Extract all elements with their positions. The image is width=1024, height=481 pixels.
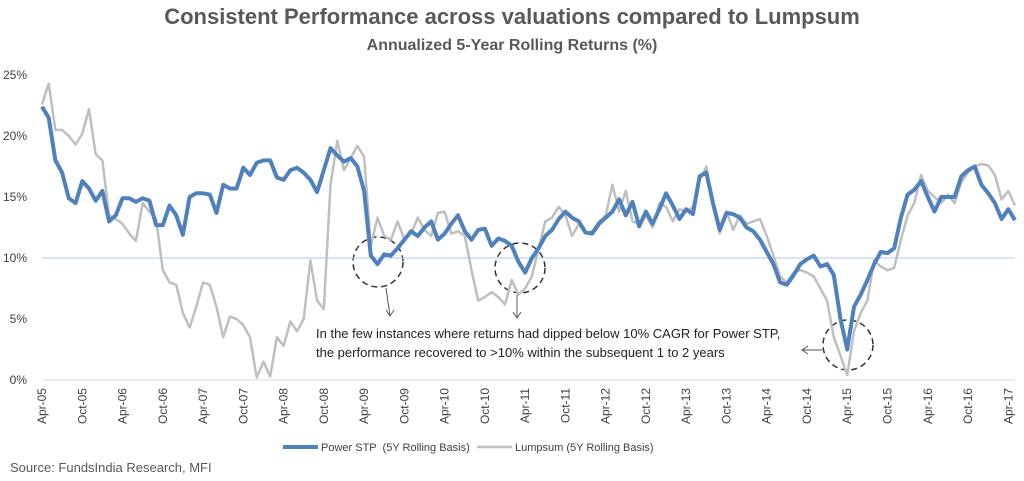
x-tick-label: Oct-05 [75,388,89,424]
y-tick-label: 20% [3,129,27,143]
x-tick-label: Apr-06 [116,388,130,424]
chart-subtitle: Annualized 5-Year Rolling Returns (%) [367,37,658,54]
x-tick-label: Oct-12 [639,388,653,424]
x-tick-label: Apr-13 [679,388,693,424]
x-tick-label: Apr-09 [357,388,371,424]
x-tick-label: Oct-14 [800,388,814,424]
x-tick-label: Apr-05 [35,388,49,424]
x-tick-label: Apr-17 [1001,388,1015,424]
x-tick-label: Oct-16 [961,388,975,424]
annotation: In the few instances where returns had d… [316,326,780,341]
chart-title: Consistent Performance across valuations… [164,4,860,29]
legend-label: Power STP (5Y Rolling Basis) [321,442,470,454]
x-tick-label: Apr-14 [760,388,774,424]
x-tick-label: Oct-10 [478,388,492,424]
x-tick-label: Oct-06 [156,388,170,424]
highlight-circles [352,236,874,371]
x-tick-label: Apr-10 [438,388,452,424]
x-tick-label: Apr-15 [840,388,854,424]
y-tick-label: 5% [10,312,28,326]
series-line [40,82,1017,379]
x-tick-label: Oct-15 [881,388,895,424]
x-tick-label: Oct-07 [236,388,250,424]
y-tick-label: 25% [3,68,27,82]
series-line [40,105,1017,352]
x-tick-label: Apr-11 [518,388,532,423]
arrows [385,287,822,355]
x-tick-label: Apr-12 [599,388,613,424]
legend-label: Lumpsum (5Y Rolling Basis) [515,442,654,454]
x-tick-label: Oct-11 [558,388,572,423]
x-tick-label: Oct-08 [317,388,331,424]
annotation: the performance recovered to >10% within… [316,345,725,360]
y-tick-label: 10% [3,251,27,265]
y-tick-label: 15% [3,190,27,204]
y-tick-label: 0% [10,373,28,387]
source: Source: FundsIndia Research, MFI [10,460,212,475]
x-tick-label: Apr-08 [277,388,291,424]
x-tick-label: Apr-07 [196,388,210,424]
x-tick-label: Oct-13 [719,388,733,424]
x-tick-label: Apr-16 [921,388,935,424]
x-tick-label: Oct-09 [397,388,411,424]
